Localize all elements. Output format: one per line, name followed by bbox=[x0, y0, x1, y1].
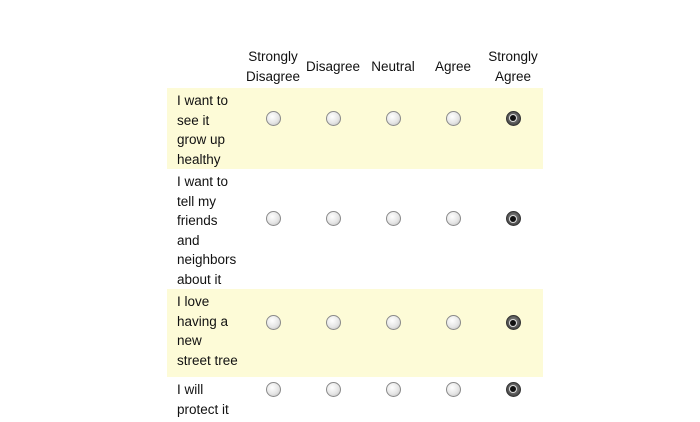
radio-button[interactable] bbox=[445, 211, 461, 226]
question-row: I want to tell my friends and neighbors … bbox=[167, 169, 543, 289]
option-cell bbox=[363, 169, 423, 289]
question-row: I want to see it grow up healthy bbox=[167, 88, 543, 169]
radio-button[interactable] bbox=[265, 315, 281, 330]
column-header: Disagree bbox=[305, 58, 361, 74]
option-cell bbox=[483, 377, 543, 422]
header-blank bbox=[167, 45, 243, 88]
radio-button[interactable] bbox=[385, 381, 401, 397]
column-header: Strongly Agree bbox=[488, 49, 538, 84]
radio-button[interactable] bbox=[265, 211, 281, 226]
radio-button[interactable] bbox=[445, 110, 461, 126]
radio-button[interactable] bbox=[505, 211, 521, 226]
column-header: Strongly Disagree bbox=[245, 49, 301, 84]
option-cell bbox=[303, 169, 363, 289]
column-header: Agree bbox=[434, 58, 472, 74]
question-row: I will protect it bbox=[167, 377, 543, 422]
option-cell bbox=[243, 88, 303, 169]
question-label: I love having a new street tree bbox=[167, 289, 243, 377]
option-cell bbox=[363, 377, 423, 422]
option-cell bbox=[243, 169, 303, 289]
option-cell bbox=[483, 169, 543, 289]
column-header: Neutral bbox=[371, 58, 415, 74]
option-cell bbox=[303, 289, 363, 377]
question-label: I want to see it grow up healthy bbox=[167, 88, 243, 169]
radio-button[interactable] bbox=[445, 315, 461, 330]
question-row: I love having a new street tree bbox=[167, 289, 543, 377]
header-row: Strongly Disagree Disagree Neutral Agree Str… bbox=[167, 45, 543, 88]
radio-button[interactable] bbox=[265, 110, 281, 126]
option-cell bbox=[243, 377, 303, 422]
radio-button[interactable] bbox=[385, 315, 401, 330]
radio-button[interactable] bbox=[325, 211, 341, 226]
question-label: I want to tell my friends and neighbors … bbox=[177, 174, 237, 287]
survey-matrix: Strongly Disagree Disagree Neutral Agree Str… bbox=[167, 45, 543, 422]
option-cell bbox=[363, 289, 423, 377]
radio-button[interactable] bbox=[505, 110, 521, 126]
option-cell bbox=[423, 88, 483, 169]
option-cell bbox=[303, 88, 363, 169]
option-cell bbox=[243, 289, 303, 377]
radio-button[interactable] bbox=[325, 315, 341, 330]
radio-button[interactable] bbox=[385, 110, 401, 126]
option-cell bbox=[483, 289, 543, 377]
matrix-body: I want to see it grow up healthy I want t… bbox=[167, 88, 543, 422]
option-cell bbox=[483, 88, 543, 169]
option-cell bbox=[423, 377, 483, 422]
option-cell bbox=[363, 88, 423, 169]
option-cell bbox=[423, 289, 483, 377]
radio-button[interactable] bbox=[445, 381, 461, 397]
page: Strongly Disagree Disagree Neutral Agree Str… bbox=[167, 49, 543, 417]
radio-button[interactable] bbox=[325, 110, 341, 126]
radio-button[interactable] bbox=[265, 381, 281, 397]
question-label: I will protect it bbox=[177, 382, 229, 417]
option-cell bbox=[303, 377, 363, 422]
radio-button[interactable] bbox=[505, 381, 521, 397]
radio-button[interactable] bbox=[505, 315, 521, 330]
radio-button[interactable] bbox=[385, 211, 401, 226]
option-cell bbox=[423, 169, 483, 289]
radio-button[interactable] bbox=[325, 381, 341, 397]
